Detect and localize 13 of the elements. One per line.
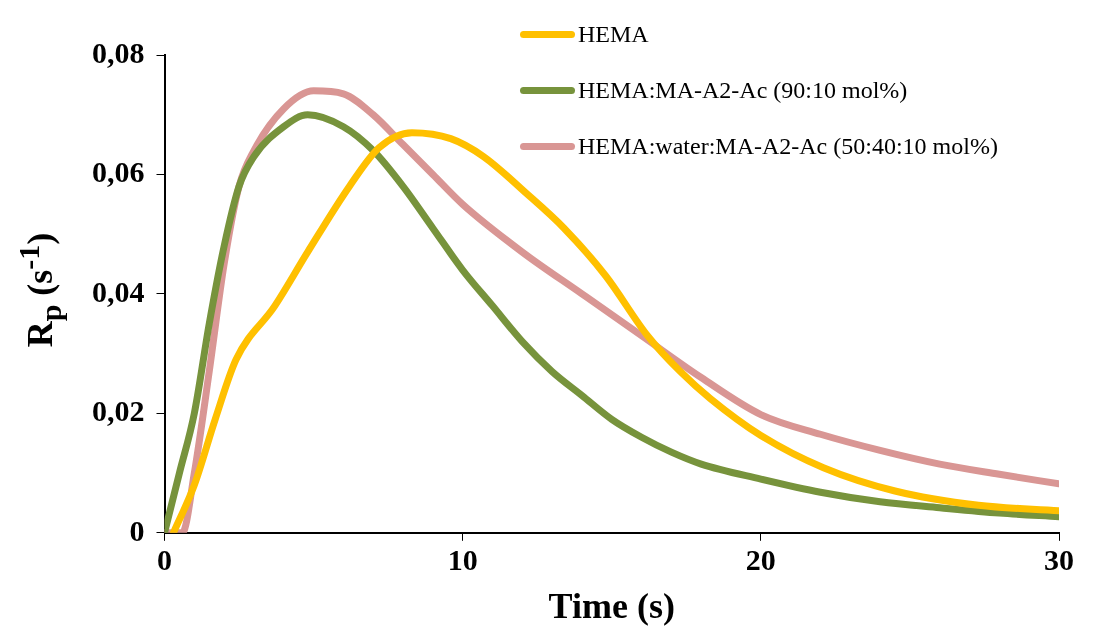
y-tick-label: 0,02 <box>92 394 145 428</box>
y-tick-label: 0 <box>129 513 145 547</box>
y-tick-label: 0,06 <box>92 155 145 189</box>
x-tick-label: 10 <box>447 542 478 576</box>
legend-label: HEMA:water:MA-A2-Ac (50:40:10 mol%) <box>578 132 998 160</box>
x-tick-label: 0 <box>157 542 172 576</box>
y-tick-label: 0,08 <box>92 35 145 69</box>
legend-label: HEMA:MA-A2-Ac (90:10 mol%) <box>578 76 908 104</box>
x-axis-title: Time (s) <box>548 585 675 626</box>
x-tick-label: 20 <box>745 542 776 576</box>
y-tick-label: 0,04 <box>92 274 145 308</box>
x-tick-label: 30 <box>1044 542 1074 576</box>
legend-label: HEMA <box>578 20 649 48</box>
